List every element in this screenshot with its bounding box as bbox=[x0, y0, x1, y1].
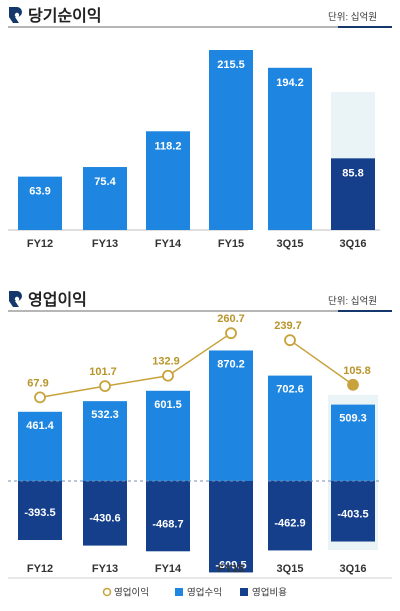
revenue-label-FY13: 532.3 bbox=[91, 409, 119, 421]
section-logo-dot bbox=[14, 296, 20, 302]
bar-3Q15 bbox=[268, 67, 312, 230]
tick-label-FY15: FY15 bbox=[218, 238, 244, 250]
legend-marker-revenue bbox=[175, 588, 183, 596]
section-logo-dot bbox=[14, 12, 20, 18]
data-label-3Q15: 194.2 bbox=[276, 77, 304, 89]
op-income-label-FY15: 260.7 bbox=[217, 313, 245, 325]
legend-label-revenue: 영업수익 bbox=[187, 587, 222, 599]
op-income-point-3Q15 bbox=[284, 334, 296, 347]
cost-label-FY12: -393.5 bbox=[24, 507, 55, 519]
op-income-label-FY14: 132.9 bbox=[152, 356, 180, 368]
op-income-point-3Q16 bbox=[347, 378, 359, 391]
legend-marker-op-income bbox=[102, 587, 112, 597]
op-income-line-annual bbox=[39, 332, 232, 399]
data-label-FY13: 75.4 bbox=[94, 176, 116, 188]
op-income-point-FY15 bbox=[225, 327, 237, 340]
bar-revenue-FY12 bbox=[18, 411, 62, 481]
net-income-unit: 단위: 십억원 bbox=[328, 11, 377, 23]
cost-label-FY15: -609.5 bbox=[215, 559, 246, 571]
revenue-label-FY15: 870.2 bbox=[217, 358, 245, 370]
bar-FY13 bbox=[83, 167, 127, 230]
op-income-unit: 단위: 십억원 bbox=[328, 295, 377, 307]
tick-label-3Q16: 3Q16 bbox=[340, 238, 367, 250]
op-income-label-FY12: 67.9 bbox=[27, 377, 48, 389]
legend-label-cost: 영업비용 bbox=[252, 587, 287, 599]
op-income-label-FY13: 101.7 bbox=[89, 366, 117, 378]
op-income-point-FY14 bbox=[162, 369, 174, 382]
data-label-FY14: 118.2 bbox=[155, 140, 182, 152]
revenue-label-3Q16: 509.3 bbox=[339, 413, 367, 425]
bar-revenue-FY14 bbox=[146, 390, 190, 481]
op-income-label-3Q15: 239.7 bbox=[274, 320, 302, 332]
bar-FY12 bbox=[18, 176, 62, 230]
data-label-FY12: 63.9 bbox=[29, 186, 50, 198]
bar-cost-3Q16 bbox=[331, 481, 375, 542]
tick-label-FY13: FY13 bbox=[92, 238, 118, 250]
tick-label-FY14: FY14 bbox=[155, 238, 182, 250]
op-income-point-FY13 bbox=[99, 380, 111, 393]
revenue-label-FY14: 601.5 bbox=[154, 399, 182, 411]
bar-revenue-3Q15 bbox=[268, 375, 312, 481]
revenue-label-FY12: 461.4 bbox=[26, 420, 54, 432]
op-income-point-FY12 bbox=[34, 391, 46, 404]
data-label-3Q16: 85.8 bbox=[342, 167, 363, 179]
legend-label-op-income: 영업이익 bbox=[114, 587, 149, 599]
op-income-header: 영업이익 단위: 십억원 bbox=[8, 290, 392, 312]
bar-revenue-FY15 bbox=[209, 350, 253, 481]
bar-revenue-3Q16 bbox=[331, 404, 375, 481]
bar-cost-3Q15 bbox=[268, 481, 312, 551]
tick-label-3Q15: 3Q15 bbox=[277, 238, 304, 250]
op-income-title: 영업이익 bbox=[28, 290, 87, 309]
bar-cost-FY14 bbox=[146, 481, 190, 552]
op-income-label-3Q16: 105.8 bbox=[343, 365, 371, 377]
bar-revenue-FY13 bbox=[83, 401, 127, 481]
bar-3Q16 bbox=[331, 158, 375, 230]
cost-label-3Q16: -403.5 bbox=[337, 509, 368, 521]
net-income-header: 당기순이익 단위: 십억원 bbox=[8, 6, 392, 28]
tick-label-op-FY12: FY12 bbox=[27, 563, 53, 575]
cost-label-3Q15: -462.9 bbox=[274, 517, 305, 529]
legend: 영업이익 영업수익 영업비용 bbox=[102, 587, 287, 599]
bar-cost-FY15 bbox=[209, 481, 253, 573]
cost-label-FY14: -468.7 bbox=[152, 518, 183, 530]
net-income-title: 당기순이익 bbox=[28, 6, 102, 25]
op-income-line-quarterly bbox=[289, 339, 354, 386]
tick-label-op-FY15: FY15 bbox=[218, 563, 244, 575]
tick-label-FY12: FY12 bbox=[27, 238, 53, 250]
revenue-label-3Q15: 702.6 bbox=[276, 384, 304, 396]
tick-label-op-3Q15: 3Q15 bbox=[277, 563, 304, 575]
bar-cost-FY12 bbox=[18, 481, 62, 541]
cost-label-FY13: -430.6 bbox=[89, 513, 120, 525]
bar-FY14 bbox=[146, 131, 190, 230]
tick-label-op-FY13: FY13 bbox=[92, 563, 118, 575]
tick-label-op-3Q16: 3Q16 bbox=[340, 563, 367, 575]
legend-marker-cost bbox=[240, 588, 248, 596]
data-label-FY15: 215.5 bbox=[217, 59, 245, 71]
tick-label-op-FY14: FY14 bbox=[155, 563, 182, 575]
bar-cost-FY13 bbox=[83, 481, 127, 546]
bar-FY15 bbox=[209, 50, 253, 230]
